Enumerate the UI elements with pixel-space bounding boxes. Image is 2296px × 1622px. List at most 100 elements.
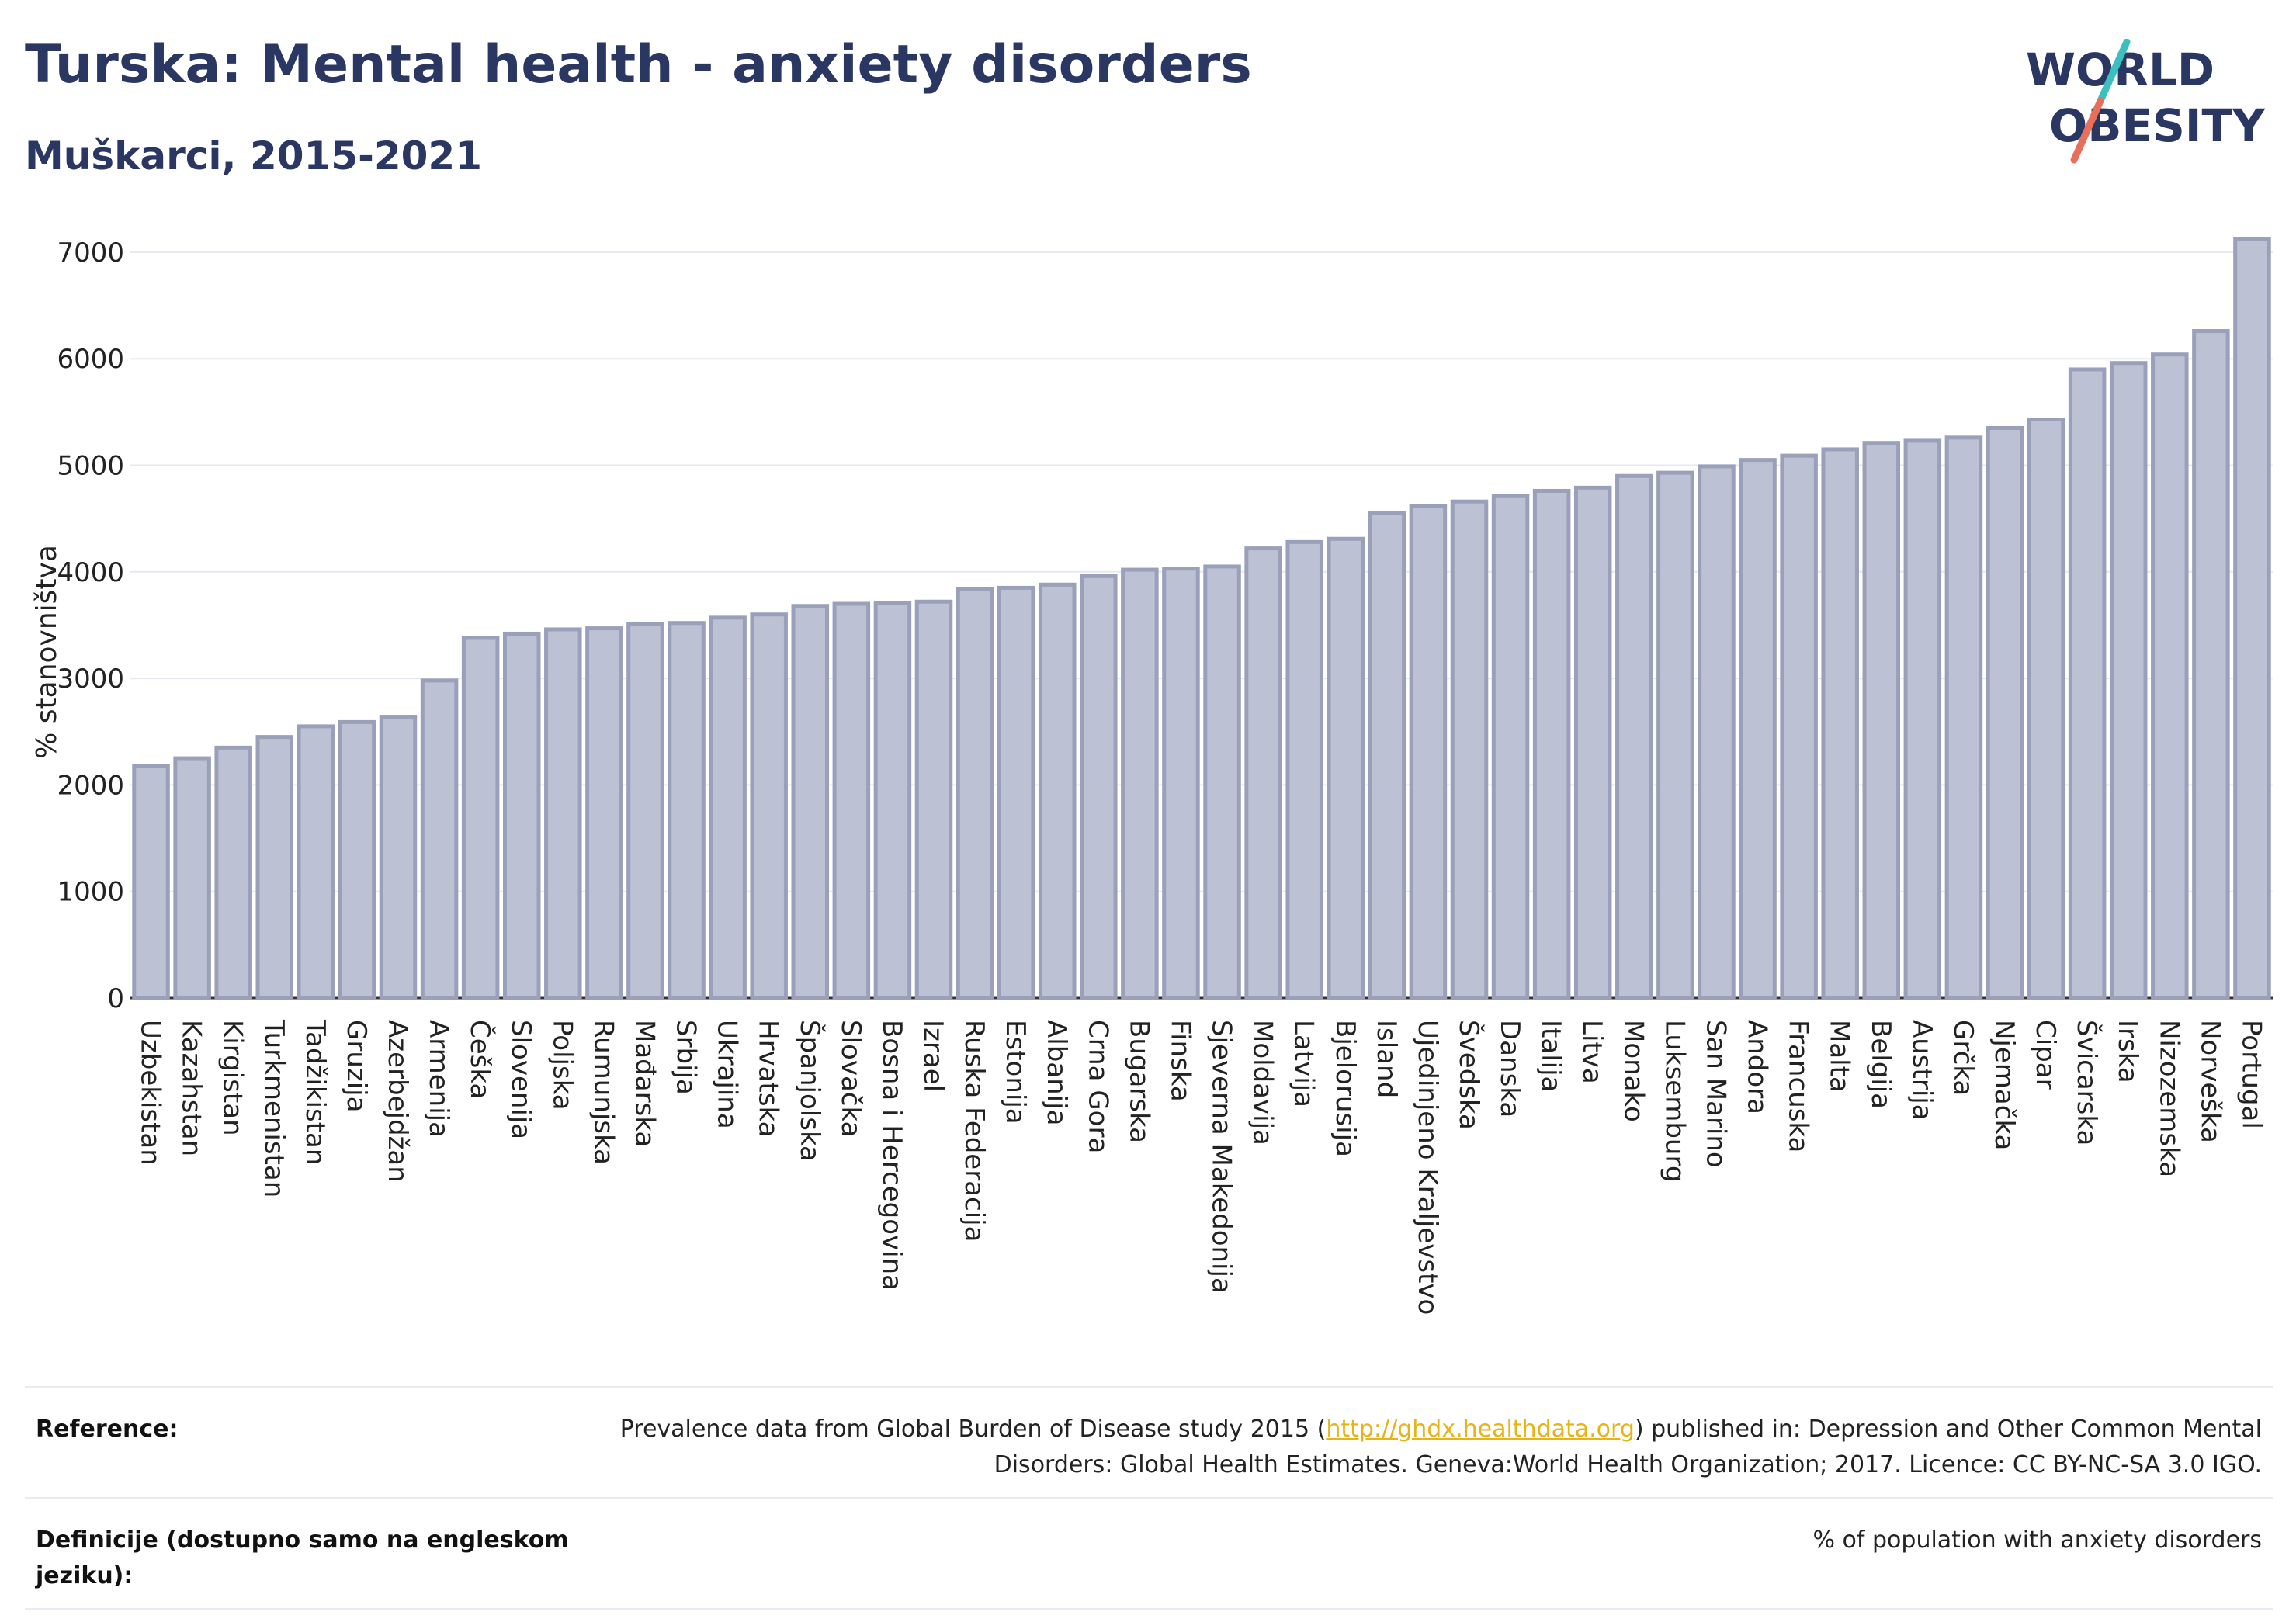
- x-tick-label: Mađarska: [629, 1020, 660, 1147]
- bar: [2068, 367, 2107, 1000]
- x-tick-label: Irska: [2112, 1020, 2143, 1083]
- bar: [2027, 417, 2065, 1000]
- x-tick-label: Poljska: [546, 1020, 577, 1111]
- bar: [338, 719, 376, 1000]
- bar: [1409, 504, 1448, 1000]
- bar: [2192, 329, 2230, 1000]
- bar: [914, 599, 953, 1000]
- x-tick-label: Portugal: [2235, 1020, 2267, 1129]
- bar: [502, 631, 541, 1000]
- y-tick-label: 5000: [57, 451, 124, 482]
- bar: [1780, 453, 1818, 1000]
- footer-table: Reference: Prevalence data from Global B…: [25, 1386, 2273, 1610]
- bar: [997, 585, 1035, 1000]
- x-tick-label: Švicarska: [2071, 1020, 2103, 1145]
- bar: [585, 626, 623, 1000]
- bar: [461, 636, 500, 1000]
- x-tick-label: Luksemburg: [1659, 1020, 1690, 1182]
- x-tick-label: Belgija: [1865, 1020, 1896, 1109]
- x-tick-label: Albanija: [1041, 1020, 1072, 1125]
- y-tick-label: 7000: [57, 237, 124, 269]
- x-tick-label: Sjeverna Makedonija: [1206, 1020, 1237, 1294]
- bar: [1573, 485, 1612, 1000]
- x-tick-label: Slovenija: [505, 1020, 536, 1139]
- x-tick-label: Moldavija: [1247, 1020, 1278, 1145]
- bar: [668, 621, 706, 1000]
- x-tick-label: Uzbekistan: [135, 1020, 166, 1166]
- x-tick-label: Bosna i Hercegovina: [876, 1020, 907, 1291]
- y-tick-label: 6000: [57, 344, 124, 375]
- bar: [1491, 494, 1530, 1000]
- bar: [1450, 499, 1489, 1000]
- x-tick-label: Austrija: [1906, 1020, 1937, 1121]
- x-tick-label: Estonija: [1000, 1020, 1031, 1125]
- bar: [1244, 546, 1282, 1000]
- bar: [2151, 352, 2189, 1000]
- reference-text: Prevalence data from Global Burden of Di…: [616, 1412, 2262, 1483]
- x-tick-label: Ujedinjeno Kraljevstvo: [1412, 1020, 1443, 1315]
- x-tick-label: Norveška: [2194, 1020, 2225, 1143]
- x-tick-label: Armenija: [423, 1020, 454, 1138]
- x-tick-label: Ruska Federacija: [959, 1020, 990, 1242]
- bar: [750, 612, 788, 1000]
- page-title: Turska: Mental health - anxiety disorder…: [25, 34, 1252, 95]
- x-tick-label: Francuska: [1783, 1020, 1814, 1152]
- y-tick-label: 2000: [57, 770, 124, 801]
- bar: [1903, 438, 1942, 1000]
- definition-text: % of population with anxiety disorders: [1812, 1527, 2262, 1554]
- reference-text-part1: Prevalence data from Global Burden of Di…: [619, 1416, 1327, 1443]
- x-tick-label: Švedska: [1453, 1020, 1485, 1130]
- x-tick-label: Latvija: [1288, 1020, 1320, 1107]
- reference-text-part2: ) published in: Depression and Other Com…: [994, 1416, 2262, 1478]
- x-tick-label: Italija: [1535, 1020, 1566, 1092]
- bar: [1944, 435, 1983, 1000]
- bar: [1656, 470, 1694, 1000]
- x-tick-label: Grčka: [1947, 1020, 1979, 1096]
- x-tick-label: San Marino: [1700, 1020, 1731, 1168]
- x-tick-label: Tadžikistan: [300, 1019, 331, 1165]
- x-tick-label: Turkmenistan: [258, 1019, 290, 1197]
- definition-row: Definicije (dostupno samo na engleskom j…: [25, 1497, 2273, 1610]
- x-tick-label: Azerbejdžan: [382, 1020, 413, 1183]
- x-tick-label: Gruzija: [341, 1020, 372, 1112]
- x-tick-label: Monako: [1618, 1020, 1649, 1122]
- reference-row: Reference: Prevalence data from Global B…: [25, 1386, 2273, 1497]
- bar: [1162, 567, 1200, 1000]
- bar: [2109, 361, 2148, 1000]
- world-obesity-logo: WORLD OBESITY: [2026, 39, 2266, 164]
- logo-line2: OBESITY: [2049, 99, 2266, 152]
- logo-slash-top: [2097, 39, 2131, 105]
- bar: [1368, 511, 1406, 1000]
- x-tick-label: Hrvatska: [753, 1020, 784, 1137]
- x-tick-label: Rumunjska: [588, 1020, 619, 1165]
- bar: [956, 587, 994, 1000]
- y-axis-ticks: 0 1000 2000 3000 4000 5000 6000 7000: [57, 237, 124, 1014]
- y-axis-title: % stanovništva: [31, 545, 63, 759]
- bar: [791, 604, 830, 1000]
- x-tick-label: Srbija: [671, 1020, 702, 1095]
- x-tick-label: Kirgistan: [217, 1020, 248, 1136]
- bar: [1203, 564, 1241, 1000]
- y-tick-label: 1000: [57, 877, 124, 908]
- x-tick-label: Bugarska: [1123, 1020, 1154, 1143]
- bar: [1327, 536, 1365, 1000]
- bar: [1739, 458, 1777, 1000]
- bar: [1821, 447, 1859, 1000]
- x-tick-label: Danska: [1494, 1020, 1525, 1118]
- x-tick-label: Cipar: [2030, 1020, 2061, 1090]
- bar: [873, 601, 912, 1000]
- x-axis-labels: Uzbekistan Kazahstan Kirgistan Turkmenistan…: [135, 1019, 2267, 1315]
- bars: [132, 237, 2271, 1000]
- bar: [173, 756, 211, 1000]
- bar: [132, 764, 170, 1000]
- bar: [255, 735, 294, 1000]
- definition-label: Definicije (dostupno samo na engleskom j…: [36, 1527, 569, 1589]
- bar: [832, 601, 871, 1000]
- x-tick-label: Španjolska: [794, 1020, 826, 1162]
- x-tick-label: Češka: [464, 1020, 496, 1099]
- bar: [1080, 574, 1118, 1000]
- bar: [1038, 582, 1077, 1000]
- bar: [626, 622, 664, 1000]
- x-tick-label: Malta: [1824, 1020, 1855, 1093]
- reference-link[interactable]: http://ghdx.healthdata.org: [1326, 1416, 1635, 1443]
